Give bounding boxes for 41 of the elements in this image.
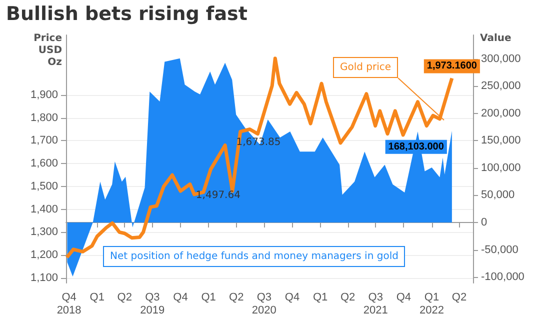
x-tick-label: Q2 (452, 292, 467, 304)
y-tick-label: 1,600 (30, 158, 58, 170)
y2-tick-label: 250,000 (481, 80, 521, 92)
x-tick-label: Q1 (312, 292, 328, 304)
x-tick-label: Q4 (173, 292, 188, 304)
data-label: 1,973.1600 (426, 60, 478, 72)
x-tick-label: Q2 (117, 292, 132, 304)
chart-title: Bullish bets rising fast (6, 3, 248, 25)
y2-tick-label: 200,000 (481, 107, 521, 120)
y-tick-label: 1,800 (30, 112, 58, 124)
y2-tick-label: 50,000 (481, 189, 515, 202)
x-tick-label: Q2 (229, 292, 244, 304)
x-tick-label: Q4 2018 (56, 292, 82, 316)
y2-tick-label: -50,000 (481, 244, 518, 256)
y-axis-title: Price USD Oz (34, 33, 62, 69)
annotation: 1,497.64 (194, 190, 242, 201)
y2-tick-label: 300,000 (481, 52, 521, 65)
y-tick-label: 1,100 (30, 272, 58, 284)
y-tick-label: 1,500 (30, 180, 58, 192)
y-tick-label: 1,900 (30, 88, 58, 101)
data-label: 168,103.000 (388, 141, 444, 152)
y-tick-label: 1,700 (30, 134, 58, 147)
x-tick-label: Q2 (340, 292, 356, 304)
x-tick-label: Q4 (396, 292, 412, 304)
y2-tick-label: 150,000 (481, 134, 521, 147)
y2-tick-label: 100,000 (481, 162, 521, 174)
x-tick-label: Q1 (201, 292, 216, 304)
y-tick-label: 1,300 (30, 226, 58, 238)
annotation: Gold price (333, 57, 398, 78)
y2-tick-label: 0 (481, 216, 488, 228)
x-tick-label: Q3 2021 (363, 292, 388, 316)
x-tick-label: Q3 2019 (140, 292, 165, 316)
x-tick-label: Q1 2022 (420, 292, 444, 316)
y2-tick-label: -100,000 (481, 271, 524, 284)
x-tick-label: Q1 (90, 292, 104, 304)
y-tick-label: 1,400 (30, 203, 58, 216)
x-tick-label: Q4 (284, 292, 300, 304)
y2-axis-title: Value (480, 33, 512, 45)
annotation: Net position of hedge funds and money managers in gold (103, 246, 406, 267)
x-tick-label: Q3 2020 (252, 292, 276, 316)
y-tick-label: 1,200 (30, 249, 58, 262)
